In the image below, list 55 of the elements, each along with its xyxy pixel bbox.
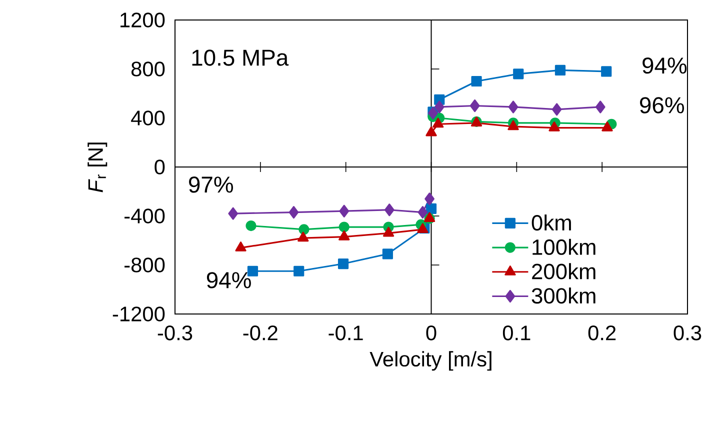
y-tick-label: -400 [124,208,165,224]
point [548,121,560,132]
y-tick-label: -800 [124,258,165,272]
annotation: 94% [642,57,687,74]
point [470,99,480,112]
point [382,248,393,260]
point [554,64,566,76]
y-tick-label: 400 [131,110,165,126]
point [432,118,444,128]
legend-label: 100km [532,238,596,255]
x-tick-label: -0.1 [328,326,363,340]
point [418,206,428,219]
point [338,222,350,232]
point [508,100,518,114]
point [426,126,437,136]
annotation: 10.5 MPa [192,50,289,66]
y-tick-label: 1200 [120,12,165,28]
point [338,230,350,240]
point [595,100,606,114]
point [471,76,482,87]
point [246,220,256,232]
legend-label: 200km [532,263,596,280]
point [602,121,613,132]
y-axis-title: F$_{r}$ [N] [88,142,108,192]
point [382,226,394,237]
annotation: 94% [206,272,251,288]
x-tick-label: 0 [426,326,436,340]
y-tick-label: -1200 [112,306,165,322]
point [294,266,304,276]
point [338,258,349,270]
point [513,68,524,80]
x-axis-title: Velocity [m/s] [370,351,492,371]
point [601,66,612,77]
x-tick-label: 0.1 [502,326,530,340]
point [298,232,309,242]
legend-label: 0km [532,214,571,231]
point [235,242,246,252]
point [508,120,519,130]
y-tick-label: 0 [154,160,165,174]
point [552,103,562,116]
point [298,224,310,235]
point [228,207,238,220]
annotation: 96% [640,97,684,114]
x-tick-label: -0.3 [158,326,192,340]
point [288,206,299,219]
point [339,204,350,218]
x-tick-label: -0.2 [243,326,278,340]
point [424,192,434,206]
x-tick-label: 0.2 [588,326,616,340]
legend-label: 300km [532,288,596,304]
point [384,204,394,216]
y-tick-label: 800 [131,62,165,76]
point [434,100,444,114]
annotation: 97% [189,176,233,193]
x-tick-label: 0.3 [674,326,702,340]
